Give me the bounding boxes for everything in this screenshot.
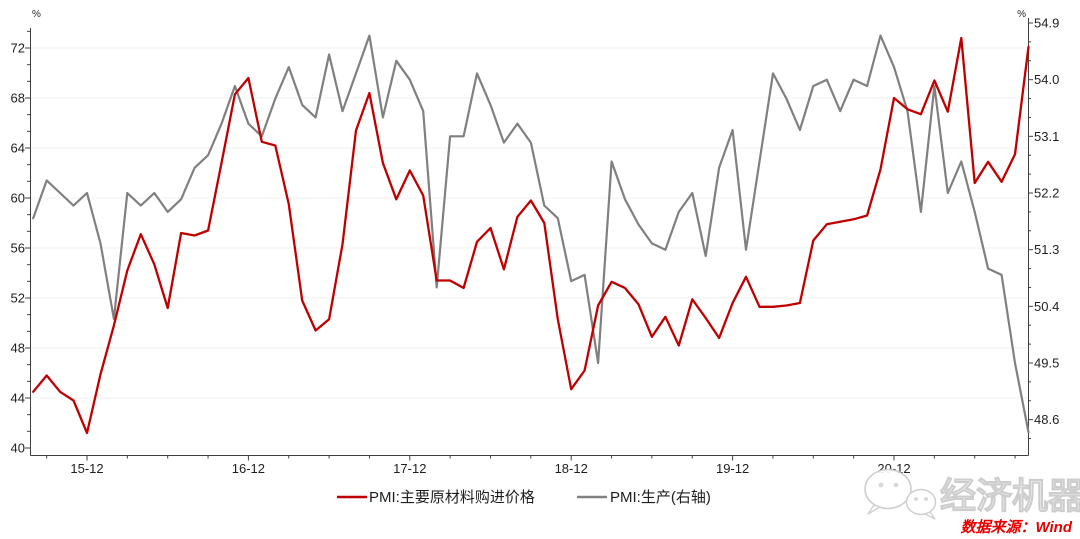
x-axis: 15-12 16-12 17-12 18-12 19-12 20-12 xyxy=(46,455,1016,476)
left-axis-tick-label: 40 xyxy=(11,441,25,456)
left-axis: 40 44 48 52 56 60 64 68 72 xyxy=(11,30,30,456)
right-axis-tick-label: 53.1 xyxy=(1034,129,1059,144)
right-axis: 48.6 49.5 50.4 51.3 52.2 53.1 54.0 54.9 xyxy=(1028,16,1059,440)
right-axis-tick-label: 48.6 xyxy=(1034,412,1059,427)
legend: PMI:主要原材料购进价格 PMI:生产(右轴) xyxy=(337,489,711,506)
left-axis-unit-label: % xyxy=(32,9,41,20)
x-axis-tick-label: 19-12 xyxy=(716,461,749,476)
right-axis-tick-label: 51.3 xyxy=(1034,242,1059,257)
right-axis-tick-label: 52.2 xyxy=(1034,186,1059,201)
left-axis-tick-label: 60 xyxy=(11,191,25,206)
legend-item-purchase-price: PMI:主要原材料购进价格 xyxy=(337,489,535,506)
right-axis-tick-label: 49.5 xyxy=(1034,356,1059,371)
right-axis-tick-label: 54.0 xyxy=(1034,72,1059,87)
legend-label-production: PMI:生产(右轴) xyxy=(610,489,711,506)
right-axis-tick-label: 50.4 xyxy=(1034,299,1059,314)
series-purchase-price-line xyxy=(32,36,1030,435)
x-axis-tick-label: 18-12 xyxy=(555,461,588,476)
axis-frame xyxy=(30,18,1029,456)
right-axis-unit-label: % xyxy=(1017,9,1026,20)
source-note: 数据来源：Wind xyxy=(960,519,1072,536)
wechat-bubbles-icon xyxy=(864,468,937,520)
plot-series xyxy=(32,34,1030,435)
x-axis-tick-label: 15-12 xyxy=(70,461,103,476)
gridlines xyxy=(31,47,1028,399)
left-axis-tick-label: 68 xyxy=(11,91,25,106)
wechat-watermark: 经济机器 xyxy=(864,468,1080,520)
x-axis-tick-label: 17-12 xyxy=(393,461,426,476)
left-axis-tick-label: 64 xyxy=(11,141,25,156)
brand-watermark-text: 经济机器 xyxy=(940,475,1080,516)
left-axis-tick-label: 48 xyxy=(11,341,25,356)
x-axis-tick-label: 16-12 xyxy=(232,461,265,476)
left-axis-tick-label: 52 xyxy=(11,291,25,306)
legend-item-production: PMI:生产(右轴) xyxy=(577,489,711,506)
left-axis-tick-label: 72 xyxy=(11,41,25,56)
series-production-line xyxy=(32,34,1030,434)
left-axis-tick-label: 44 xyxy=(11,391,25,406)
legend-label-purchase-price: PMI:主要原材料购进价格 xyxy=(369,489,535,506)
left-axis-tick-label: 56 xyxy=(11,241,25,256)
right-axis-tick-label: 54.9 xyxy=(1034,16,1059,31)
